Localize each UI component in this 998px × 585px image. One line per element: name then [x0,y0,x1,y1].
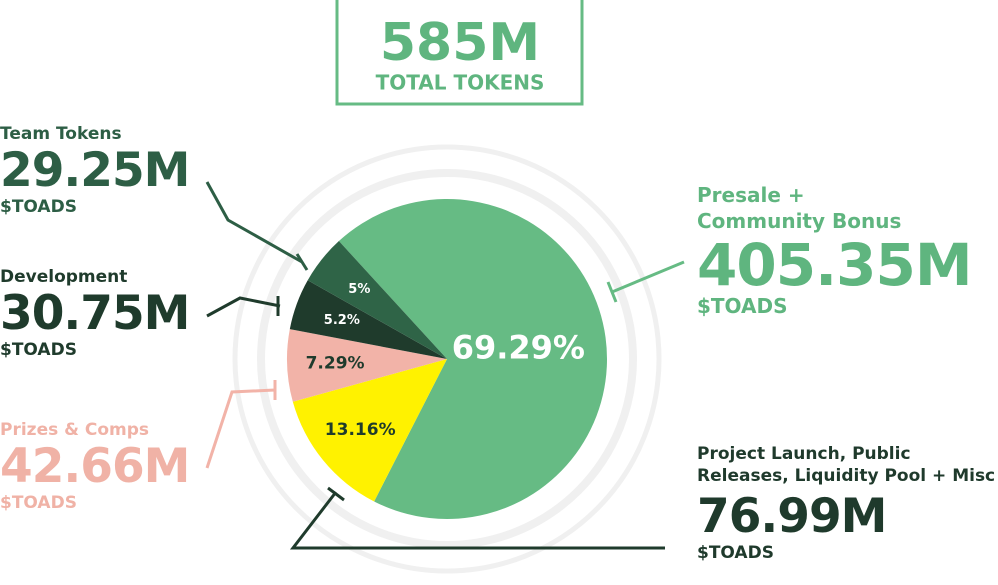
slice [307,241,447,359]
unit: $TOADS [697,543,774,563]
connectors [205,181,685,550]
value-label: 5.2% [324,313,360,328]
value-label: 69.29% [452,328,585,366]
value-label: 13.16% [325,420,396,440]
value-label: 5% [348,282,370,297]
total-caption: TOTAL TOKENS [376,71,545,95]
category: Project Launch, Public Releases, Liquidi… [697,444,996,486]
connector [206,296,281,318]
unit: $TOADS [0,340,77,360]
unit: $TOADS [0,197,77,217]
unit: $TOADS [697,294,788,318]
title-box [335,0,584,106]
amount: 42.66M [0,439,190,494]
amount: 30.75M [0,286,190,341]
slice [289,280,447,359]
connector [289,486,665,550]
category: Development [0,267,128,287]
total: 585M [380,13,540,73]
category: Team Tokens [0,124,122,144]
amount: 76.99M [697,489,887,544]
slice-label: Prizes & Comps 42.66M $TOADS [0,419,190,513]
slice-label: Presale + Community Bonus 405.35M $TOADS [697,182,973,318]
amount: 405.35M [697,231,973,299]
slice-label: Team Tokens 29.25M $TOADS [0,123,190,217]
slice [338,199,607,520]
connector [606,260,685,303]
ring [232,144,662,574]
amount: 29.25M [0,143,190,198]
connector [205,380,277,469]
slice [292,359,447,502]
slice [286,329,447,402]
category: Presale + Community Bonus [697,183,902,233]
pie: 69.29% 13.16% 7.29% 5.2% 5% [286,199,607,520]
slice-label: Project Launch, Public Releases, Liquidi… [697,443,998,563]
value-label: 7.29% [306,354,365,374]
ring [257,169,637,549]
category: Prizes & Comps [0,420,150,440]
unit: $TOADS [0,493,77,513]
slice-label: Development 30.75M $TOADS [0,266,190,360]
connector [205,181,309,271]
